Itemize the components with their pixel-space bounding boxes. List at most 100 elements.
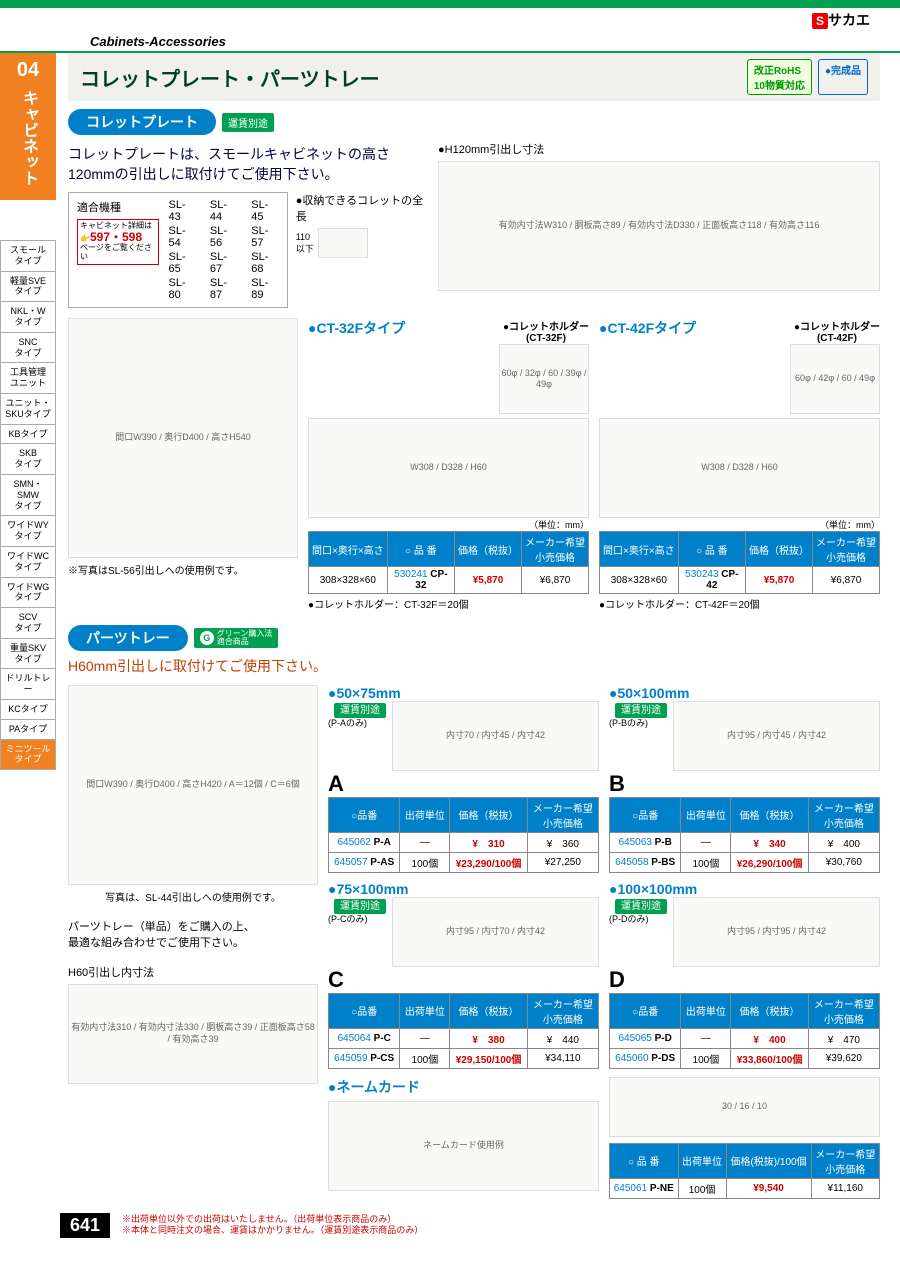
ct-note: ●コレットホルダー：CT-42F＝20個 (599, 596, 880, 611)
holder-diagram: 60φ / 42φ / 60 / 49φ (790, 344, 880, 414)
sidenav-item[interactable]: SMN・SMW タイプ (0, 475, 56, 516)
top-green-bar (0, 0, 900, 8)
ct-title: ●CT-42Fタイプ (599, 318, 696, 344)
cabinet2-caption: 写真は、SL-44引出しへの使用例です。 (68, 889, 318, 904)
drawer-h120-diagram: 有効内寸法W310 / 胴板高さ89 / 有効内寸法D330 / 正面板高さ11… (438, 161, 880, 291)
namecard-dim-diagram: 30 / 16 / 10 (609, 1077, 880, 1137)
left-sidebar: 04 キャビネット スモール タイプ軽量SVE タイプNKL・W タイプSNC … (0, 53, 56, 1209)
unit-note: （単位：mm） (308, 518, 589, 531)
tray-table: ○品番出荷単位価格（税抜）メーカー希望 小売価格 645063 P-B — ¥ … (609, 797, 880, 873)
side-nav: スモール タイプ軽量SVE タイプNKL・W タイプSNC タイプ工具管理 ユニ… (0, 240, 56, 770)
model-code: SL-68 (251, 251, 278, 275)
cabinet-caption: ※写真はSL-56引出しへの使用例です。 (68, 562, 298, 577)
advice-text: パーツトレー（単品）をご購入の上、 最適な組み合わせでご使用下さい。 (68, 918, 318, 950)
sidenav-item[interactable]: PAタイプ (0, 720, 56, 740)
model-grid: SL-43 SL-44 SL-45 SL-54 SL-56 SL-57 SL-65 SL-67… (169, 199, 279, 301)
model-code: SL-67 (210, 251, 237, 275)
ct-holder-label: ●コレットホルダー (CT-42F) (794, 318, 880, 344)
section2-intro: H60mm引出しに取付けてご使用下さい。 (68, 657, 880, 677)
sidenav-item[interactable]: SCV タイプ (0, 608, 56, 639)
sidenav-item[interactable]: 工具管理 ユニット (0, 363, 56, 394)
section2-pill: パーツトレー (68, 625, 188, 651)
model-code: SL-80 (169, 277, 196, 301)
model-code: SL-57 (251, 225, 278, 249)
tray-table: ○品番出荷単位価格（税抜）メーカー希望 小売価格 645062 P-A — ¥ … (328, 797, 599, 873)
section-title-vertical: キャビネット (16, 90, 40, 186)
sidenav-item[interactable]: ワイドWC タイプ (0, 547, 56, 578)
rohs-badge: 改正RoHS 10物質対応 (747, 59, 812, 95)
model-code: SL-89 (251, 277, 278, 301)
tray-letter: A (328, 771, 599, 797)
collet-length-label: ●収納できるコレットの全長 (296, 192, 428, 224)
h60-label: H60引出し内寸法 (68, 964, 318, 980)
section-number: 04 (4, 59, 52, 82)
page-title: コレットプレート・パーツトレー (80, 63, 380, 92)
finished-badge: ●完成品 (818, 59, 868, 95)
shipping-tag: 運賃別途 (222, 113, 274, 132)
brand-logo: S (812, 13, 828, 29)
sidenav-item[interactable]: 軽量SVE タイプ (0, 272, 56, 303)
tray-letter: B (609, 771, 880, 797)
sidenav-item[interactable]: ドリルトレー (0, 669, 56, 700)
h60-drawer-diagram: 有効内寸法310 / 有効内寸法330 / 胴板高さ39 / 正面板高さ58 /… (68, 984, 318, 1084)
plate-diagram: W308 / D328 / H60 (599, 418, 880, 518)
section1-intro: コレットプレートは、スモールキャビネットの高さ 120mmの引出しに取付けてご使… (68, 145, 428, 184)
holder-diagram: 60φ / 32φ / 60 / 39φ / 49φ (499, 344, 589, 414)
model-box: 適合機種 キャビネット詳細は 👉597・598 ページをご覧ください SL-43… (68, 192, 288, 308)
namecard-title: ●ネームカード (328, 1077, 599, 1097)
tray-diagram: 内寸95 / 内寸70 / 内寸42 (392, 897, 599, 967)
tray-letter: D (609, 967, 880, 993)
page-number: 641 (60, 1213, 110, 1238)
sidenav-item[interactable]: KCタイプ (0, 700, 56, 720)
tray-size: ●100×100mm (609, 881, 880, 897)
model-label: 適合機種 (77, 199, 159, 215)
model-code: SL-44 (210, 199, 237, 223)
tray-table: ○品番出荷単位価格（税抜）メーカー希望 小売価格 645064 P-C — ¥ … (328, 993, 599, 1069)
tray-size: ●75×100mm (328, 881, 599, 897)
sidenav-item[interactable]: SKB タイプ (0, 444, 56, 475)
tray-diagram: 内寸95 / 内寸45 / 内寸42 (673, 701, 880, 771)
sidenav-item[interactable]: スモール タイプ (0, 240, 56, 272)
model-code: SL-65 (169, 251, 196, 275)
tray-diagram: 内寸70 / 内寸45 / 内寸42 (392, 701, 599, 771)
green-tag: Gグリーン購入法 適合商品 (194, 628, 279, 648)
sidenav-item[interactable]: ワイドWY タイプ (0, 516, 56, 547)
namecard-table: ○ 品 番出荷単位価格(税抜)/100個メーカー希望 小売価格 645061 P… (609, 1143, 880, 1199)
model-code: SL-87 (210, 277, 237, 301)
tray-letter: C (328, 967, 599, 993)
sidenav-item[interactable]: NKL・W タイプ (0, 302, 56, 333)
cabinet-sl44-photo: 間口W390 / 奥行D400 / 高さH420 / A＝12個 / C＝6個 (68, 685, 318, 885)
section1-head: コレットプレート 運賃別途 (68, 109, 880, 135)
brand-name: サカエ (828, 12, 870, 28)
category-header: Cabinets-Accessories (0, 32, 900, 53)
sidenav-item[interactable]: KBタイプ (0, 425, 56, 445)
tray-size: ●50×100mm (609, 685, 880, 701)
brand-area: Sサカエ (0, 8, 900, 32)
sidenav-item[interactable]: SNC タイプ (0, 333, 56, 364)
tray-size: ●50×75mm (328, 685, 599, 701)
section-tab: 04 キャビネット (0, 53, 56, 200)
model-code: SL-43 (169, 199, 196, 223)
drawer-dim-label: ●H120mm引出し寸法 (438, 141, 880, 157)
ref-box: キャビネット詳細は 👉597・598 ページをご覧ください (77, 219, 159, 265)
footnote-2: ※本体と同時注文の場合、運賃はかかりません。（運賃別途表示商品のみ） (122, 1225, 423, 1237)
sidenav-item[interactable]: ミニツール タイプ (0, 740, 56, 771)
section1-pill: コレットプレート (68, 109, 216, 135)
category-label: Cabinets-Accessories (90, 34, 226, 49)
section2-head: パーツトレー Gグリーン購入法 適合商品 (68, 625, 880, 651)
plate-diagram: W308 / D328 / H60 (308, 418, 589, 518)
sidenav-item[interactable]: ワイドWG タイプ (0, 578, 56, 609)
ct-table: 間口×奥行×高さ○ 品 番価格（税抜）メーカー希望 小売価格 308×328×6… (308, 531, 589, 594)
ct-table: 間口×奥行×高さ○ 品 番価格（税抜）メーカー希望 小売価格 308×328×6… (599, 531, 880, 594)
page-title-bar: コレットプレート・パーツトレー 改正RoHS 10物質対応 ●完成品 (68, 53, 880, 101)
model-code: SL-45 (251, 199, 278, 223)
sidenav-item[interactable]: 重量SKV タイプ (0, 639, 56, 670)
model-code: SL-54 (169, 225, 196, 249)
tray-table: ○品番出荷単位価格（税抜）メーカー希望 小売価格 645065 P-D — ¥ … (609, 993, 880, 1069)
model-code: SL-56 (210, 225, 237, 249)
ct-note: ●コレットホルダー：CT-32F＝20個 (308, 596, 589, 611)
sidenav-item[interactable]: ユニット・ SKUタイプ (0, 394, 56, 425)
namecard-photo: ネームカード使用例 (328, 1101, 599, 1191)
footnote-1: ※出荷単位以外での出荷はいたしません。（出荷単位表示商品のみ） (122, 1214, 423, 1226)
collet-length-diagram (318, 228, 368, 258)
